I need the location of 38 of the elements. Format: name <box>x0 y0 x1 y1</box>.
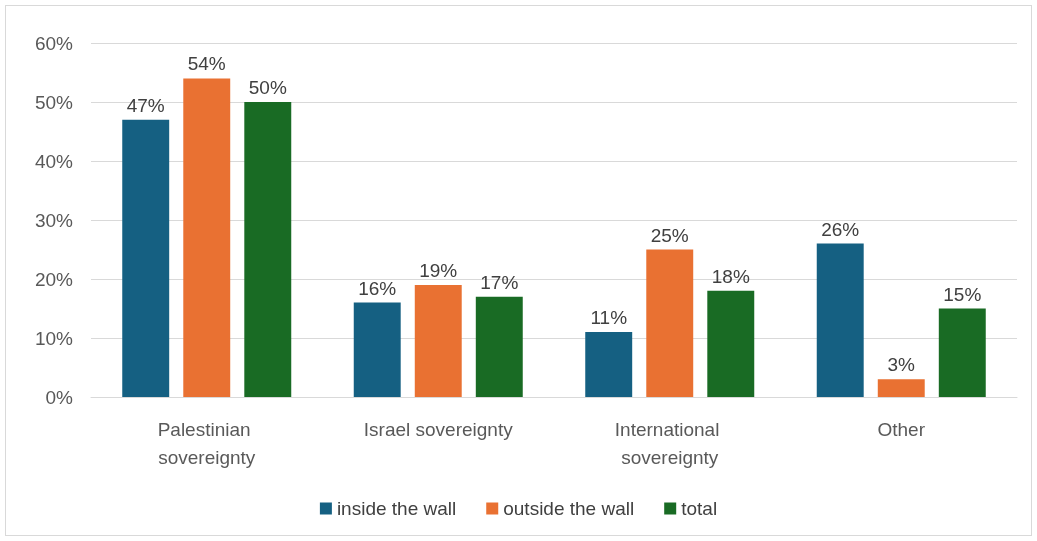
y-tick-label: 50% <box>34 91 74 113</box>
y-tick-label: 40% <box>34 150 74 172</box>
legend-label: total <box>681 498 718 519</box>
data-label: 25% <box>650 224 689 246</box>
legend-label: outside the wall <box>503 498 635 519</box>
x-tick-label: Other <box>877 418 926 440</box>
data-label: 47% <box>126 94 165 116</box>
bar <box>183 78 231 397</box>
data-label: 19% <box>419 259 458 281</box>
data-label: 26% <box>821 218 860 240</box>
y-tick-label: 20% <box>34 268 74 290</box>
data-label: 54% <box>187 53 226 75</box>
x-tick-label: International sovereignty <box>614 418 725 468</box>
bar <box>244 102 292 397</box>
data-label: 11% <box>590 307 628 329</box>
y-tick-label: 0% <box>45 386 74 408</box>
y-tick-label: 30% <box>34 209 74 231</box>
bar <box>816 243 864 397</box>
y-tick-label: 10% <box>34 327 74 349</box>
data-label: 17% <box>480 271 519 293</box>
data-label: 3% <box>887 354 916 376</box>
data-label: 16% <box>358 277 397 299</box>
bar <box>353 302 401 397</box>
x-tick-label: Palestinian sovereignty <box>157 418 256 468</box>
bar <box>414 284 462 397</box>
legend-label: inside the wall <box>336 498 457 519</box>
bar <box>877 379 925 397</box>
bar <box>938 308 986 397</box>
bar <box>646 249 694 397</box>
data-label: 50% <box>248 77 287 98</box>
y-tick-label: 60% <box>34 32 74 54</box>
bar <box>122 119 170 397</box>
bar <box>475 296 523 397</box>
bar <box>585 332 633 397</box>
data-label: 18% <box>711 265 750 287</box>
data-label: 15% <box>943 283 982 305</box>
bar <box>707 290 755 397</box>
x-tick-label: Israel sovereignty <box>363 418 514 440</box>
